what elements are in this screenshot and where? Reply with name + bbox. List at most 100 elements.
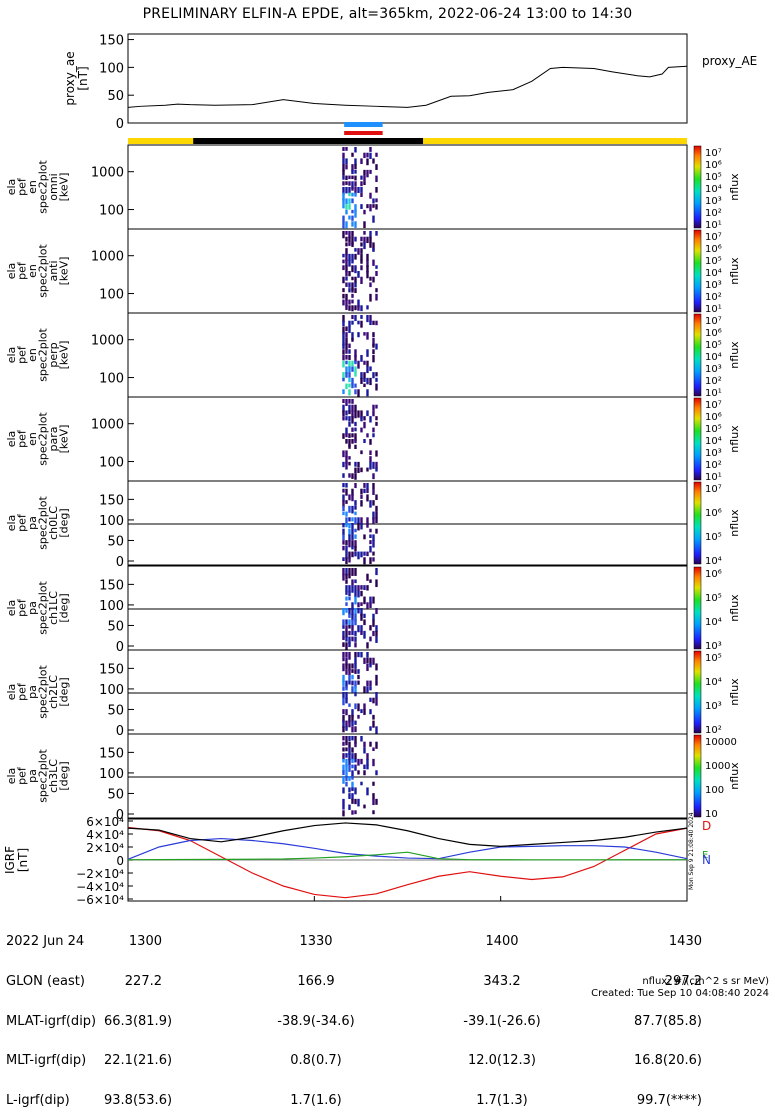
- spectrogram-cell: [345, 596, 348, 601]
- spectrogram-cell: [369, 545, 372, 553]
- spectrogram-cell: [372, 619, 375, 627]
- spectrogram-cell: [366, 377, 369, 385]
- version-stamp: Mon Sep 9 21:08:40 2024: [688, 812, 695, 890]
- spectrogram-cell: [348, 410, 351, 415]
- spectrogram-cell: [345, 669, 348, 675]
- spectrogram-ylabel: spec2plot: [37, 496, 50, 550]
- spectrogram-cell: [354, 787, 357, 795]
- spectrogram-cell: [357, 669, 360, 674]
- spectrogram-cell: [363, 152, 366, 159]
- spectrogram-cell: [348, 636, 351, 644]
- spectrogram-cell: [351, 551, 354, 558]
- spectrogram-cell: [357, 714, 360, 719]
- spectrogram-cell: [348, 439, 351, 447]
- footer-label-glon: GLON (east): [6, 974, 85, 990]
- spectrogram-ylabel: anti: [47, 260, 60, 281]
- spectrogram-cell: [375, 152, 378, 157]
- footer-value: 1.7(1.3): [476, 1092, 528, 1108]
- spectrogram-cell: [348, 198, 351, 204]
- spectrogram-cell: [366, 332, 369, 340]
- spectrogram-cell: [351, 360, 354, 367]
- spectrogram-cell: [342, 568, 345, 576]
- igrf-ytick-label: 0: [116, 854, 124, 868]
- footer-label-date: 2022 Jun 24: [6, 934, 85, 950]
- spectrogram-cell: [354, 444, 357, 450]
- spectrogram-cell: [375, 164, 378, 170]
- spectrogram-cell: [363, 209, 366, 215]
- spectrogram-cell: [375, 505, 378, 512]
- spectrogram-cell: [351, 709, 354, 717]
- spectrogram-cell: [366, 573, 369, 581]
- spectrogram-cell: [369, 557, 372, 564]
- igrf-ylabel: IGRF: [3, 846, 17, 874]
- spectrogram-cell: [363, 551, 366, 556]
- spectrogram-cell: [366, 686, 369, 693]
- spectrogram-cell: [348, 663, 351, 671]
- spectrogram-cell: [351, 366, 354, 372]
- spectrogram-cell: [372, 517, 375, 525]
- igrf-legend-d: D: [702, 819, 711, 833]
- spectrogram-cell: [354, 467, 357, 474]
- spectrogram-cell: [351, 236, 354, 245]
- spectrogram-cell: [351, 619, 354, 627]
- spectrogram-cell: [372, 720, 375, 728]
- spectrogram-ylabel: [keV]: [58, 341, 71, 370]
- spectrogram-cell: [348, 776, 351, 781]
- spectrogram-cell: [345, 511, 348, 517]
- spectrogram-cell: [348, 494, 351, 501]
- spectrogram-cell: [345, 439, 348, 444]
- spectrogram-cell: [369, 366, 372, 371]
- proxy-ae-line: [127, 65, 688, 108]
- spectrogram-cell: [360, 410, 363, 419]
- spectrogram-cell: [342, 625, 345, 629]
- spectrogram-cell: [345, 488, 348, 496]
- spectrogram-cell: [348, 421, 351, 427]
- spectrogram-cell: [375, 450, 378, 457]
- spectrogram-cell: [351, 288, 354, 293]
- spectrogram-cell: [360, 253, 363, 261]
- spectrogram-cell: [363, 741, 366, 748]
- spectrogram-cell: [372, 337, 375, 346]
- footer-value: 87.7(85.8): [633, 1013, 702, 1029]
- spectrogram-cell: [354, 175, 357, 181]
- spectrogram-ylabel: en: [26, 348, 39, 362]
- footer-value: 66.3(81.9): [104, 1013, 173, 1029]
- spectrogram-cell: [342, 753, 345, 760]
- spectrogram-cell: [351, 636, 354, 642]
- figure-title: PRELIMINARY ELFIN-A EPDE, alt=365km, 202…: [142, 6, 633, 22]
- footer-label-mlat: MLAT-igrf(dip): [6, 1013, 97, 1029]
- spectrogram-cell: [342, 360, 345, 368]
- spectrogram-cell: [351, 299, 354, 304]
- spectrogram-cell: [375, 343, 378, 350]
- spectrogram-cell: [369, 697, 372, 702]
- spectrogram-cell: [369, 596, 372, 604]
- spectrogram-ylabel: ela: [5, 179, 18, 196]
- colorbar-tick-label: 10²: [705, 460, 722, 471]
- spectrogram-cell: [342, 764, 345, 772]
- spectrogram-cell: [348, 349, 351, 354]
- spectrogram-cell: [348, 433, 351, 438]
- igrf-series-n: [127, 851, 687, 861]
- spectrogram-cell: [357, 305, 360, 311]
- spectrogram-cell: [375, 798, 378, 805]
- spectrogram-cell: [351, 720, 354, 727]
- science-zone-red: [344, 131, 383, 135]
- spectrogram-cell: [342, 288, 345, 293]
- spectrogram-cell: [372, 810, 375, 815]
- spectrogram-cell: [375, 630, 378, 637]
- spectrogram-cell: [345, 236, 348, 242]
- spectrogram-cell: [366, 152, 369, 158]
- spectrogram-cell: [348, 753, 351, 761]
- spectrogram-cell: [345, 282, 348, 287]
- spectrogram-cell: [345, 259, 348, 267]
- spectrogram-cell: [348, 389, 351, 396]
- spectrogram-cell: [345, 326, 348, 332]
- spectrogram-cell: [375, 511, 378, 519]
- spectrogram-cell: [345, 657, 348, 666]
- spectrogram-ylabel: [keV]: [58, 173, 71, 202]
- spectrogram-ytick-label: 100: [99, 599, 124, 614]
- spectrogram-cell: [354, 181, 357, 187]
- spectrogram-cell: [342, 680, 345, 686]
- spectrogram-cell: [342, 483, 345, 488]
- spectrogram-cell: [357, 602, 360, 608]
